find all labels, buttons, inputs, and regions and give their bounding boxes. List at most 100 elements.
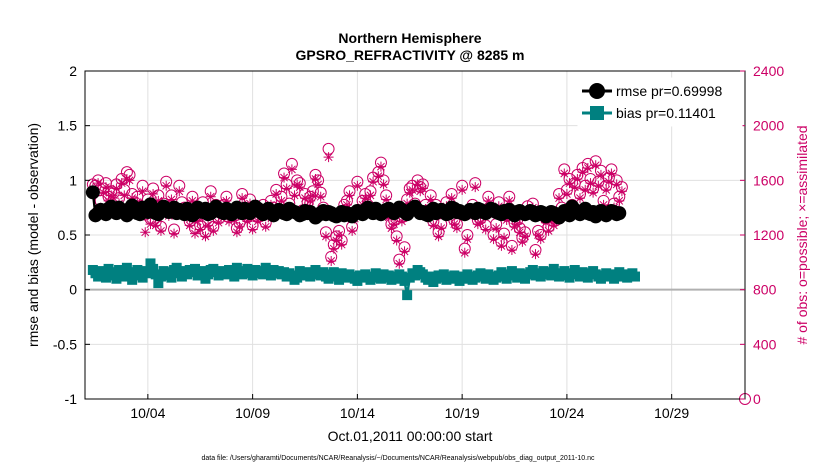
obs-assimilated-marker bbox=[368, 176, 379, 187]
obs-assimilated-marker bbox=[428, 220, 439, 231]
x-axis-ticks: 10/04 10/09 10/14 10/19 10/24 10/29 bbox=[130, 394, 689, 421]
right-axis-ticks: 0 400 800 1200 1600 2000 2400 bbox=[740, 63, 784, 407]
obs-assimilated-marker bbox=[520, 231, 530, 242]
obs-assimilated-marker bbox=[323, 152, 334, 163]
x-tick-label: 10/29 bbox=[654, 405, 689, 421]
obs-assimilated-marker bbox=[488, 234, 499, 245]
obs-assimilated-marker bbox=[203, 220, 214, 231]
right-tick-label: 1200 bbox=[753, 227, 784, 243]
obs-assimilated-marker bbox=[279, 172, 290, 183]
obs-assimilated-marker bbox=[462, 234, 473, 245]
obs-assimilated-marker bbox=[328, 243, 339, 254]
obs-assimilated-marker bbox=[590, 160, 601, 171]
bias-point bbox=[535, 271, 546, 282]
obs-assimilated-marker bbox=[352, 180, 363, 191]
obs-assimilated-marker bbox=[496, 240, 507, 251]
obs-assimilated-marker bbox=[307, 190, 318, 201]
bias-point bbox=[155, 271, 166, 282]
right-tick-label: 400 bbox=[753, 336, 777, 352]
obs-assimilated-marker bbox=[483, 195, 494, 206]
obs-assimilated-marker bbox=[480, 224, 491, 235]
obs-assimilated-marker bbox=[208, 225, 219, 236]
left-tick-label: -0.5 bbox=[53, 336, 77, 352]
obs-assimilated-marker bbox=[310, 173, 321, 184]
legend-bias-marker bbox=[590, 106, 604, 120]
left-tick-label: -1 bbox=[65, 391, 78, 407]
obs-assimilated-marker bbox=[514, 227, 525, 238]
obs-assimilated-marker bbox=[373, 171, 384, 182]
bias-point bbox=[527, 264, 538, 275]
obs-assimilated-marker bbox=[585, 178, 596, 189]
obs-assimilated-marker bbox=[491, 223, 502, 234]
legend: rmse pr=0.69998 bias pr=0.11401 bbox=[577, 77, 743, 127]
obs-assimilated-marker bbox=[315, 191, 326, 202]
obs-assimilated-marker bbox=[341, 199, 352, 210]
obs-assimilated-marker bbox=[360, 193, 371, 204]
obs-assimilated-marker bbox=[347, 225, 358, 236]
bias-point bbox=[171, 262, 182, 273]
rmse-series bbox=[85, 185, 627, 225]
obs-assimilated-marker bbox=[451, 223, 462, 234]
obs-assimilated-marker bbox=[616, 186, 627, 197]
bias-point bbox=[247, 270, 258, 281]
obs-assimilated-marker bbox=[381, 194, 392, 205]
obs-assimilated-marker bbox=[561, 189, 572, 199]
obs-assimilated-marker bbox=[237, 193, 248, 204]
obs-assimilated-marker bbox=[588, 187, 599, 198]
obs-assimilated-marker bbox=[446, 193, 457, 204]
obs-assimilated-marker bbox=[174, 186, 185, 197]
obs-assimilated-marker bbox=[569, 182, 580, 193]
obs-assimilated-marker bbox=[378, 179, 389, 190]
obs-assimilated-marker bbox=[137, 186, 148, 197]
bias-point bbox=[410, 270, 420, 281]
obs-assimilated-marker bbox=[286, 164, 297, 175]
obs-assimilated-marker bbox=[389, 219, 400, 230]
obs-assimilated-marker bbox=[281, 183, 292, 194]
legend-rmse-marker bbox=[589, 83, 605, 99]
rmse-point bbox=[85, 185, 100, 200]
x-tick-label: 10/19 bbox=[445, 405, 480, 421]
right-tick-label: 800 bbox=[753, 282, 777, 298]
obs-assimilated-marker bbox=[504, 195, 515, 206]
obs-assimilated-marker bbox=[252, 216, 263, 227]
y-axis-label-right: # of obs: o=possible; ×=assimilated bbox=[794, 125, 810, 344]
obs-assimilated-marker bbox=[386, 223, 397, 234]
obs-assimilated-marker bbox=[512, 219, 523, 230]
bias-point bbox=[546, 270, 557, 281]
obs-assimilated-marker bbox=[436, 223, 447, 234]
obs-assimilated-marker bbox=[276, 195, 287, 206]
bias-point bbox=[438, 269, 449, 280]
y-axis-label-left: rmse and bias (model - observation) bbox=[25, 123, 41, 347]
obs-assimilated-marker bbox=[506, 245, 517, 256]
bias-point bbox=[352, 275, 363, 286]
obs-assimilated-marker bbox=[433, 231, 444, 242]
left-tick-label: 2 bbox=[69, 63, 77, 79]
obs-assimilated-marker bbox=[499, 232, 510, 243]
obs-assimilated-marker bbox=[530, 249, 541, 260]
obs-assimilated-marker bbox=[336, 239, 347, 250]
chart-title-line1: Northern Hemisphere bbox=[338, 30, 481, 46]
bias-point bbox=[630, 271, 640, 282]
obs-assimilated-marker bbox=[459, 247, 470, 258]
obs-assimilated-marker bbox=[313, 179, 324, 190]
obs-assimilated-marker bbox=[593, 180, 604, 191]
obs-assimilated-marker bbox=[184, 220, 195, 231]
obs-assimilated-marker bbox=[166, 194, 177, 205]
obs-assimilated-marker bbox=[93, 178, 104, 189]
obs-assimilated-marker bbox=[425, 194, 436, 205]
obs-assimilated-marker bbox=[221, 195, 232, 206]
obs-assimilated-marker bbox=[116, 178, 127, 189]
obs-assimilated-marker bbox=[396, 216, 407, 227]
obs-assimilated-marker bbox=[334, 230, 345, 240]
obs-assimilated-marker bbox=[533, 230, 544, 240]
obs-assimilated-marker bbox=[543, 225, 554, 236]
obs-assimilated-marker bbox=[326, 255, 337, 266]
obs-assimilated-marker bbox=[155, 225, 166, 236]
bias-point bbox=[132, 264, 143, 275]
obs-assimilated-marker bbox=[575, 193, 585, 204]
x-tick-label: 10/24 bbox=[549, 405, 584, 421]
obs-assimilated-marker bbox=[470, 182, 481, 193]
bias-point bbox=[258, 269, 269, 280]
bias-point bbox=[148, 263, 159, 274]
